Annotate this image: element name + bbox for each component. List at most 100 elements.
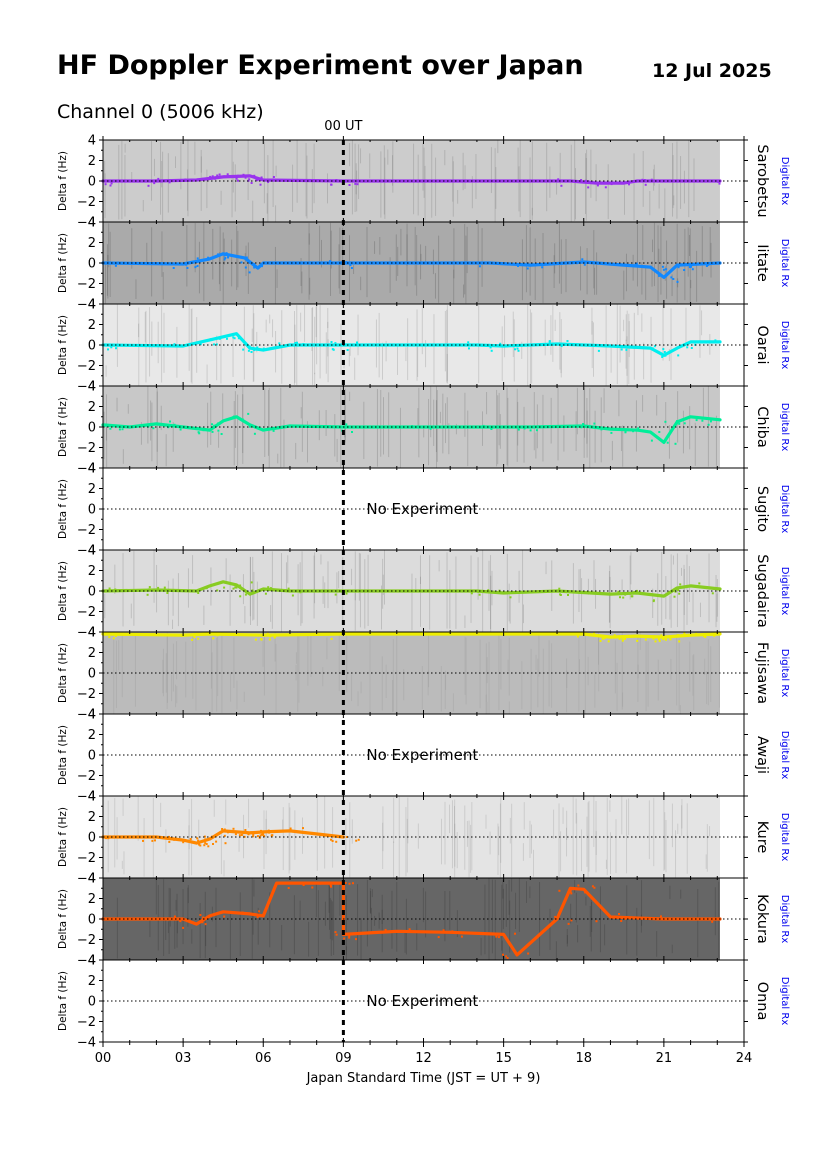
y-axis-label: Delta f (Hz) [57,479,69,539]
doppler-point [207,845,210,848]
doppler-point [582,423,585,425]
doppler-point [632,430,635,433]
doppler-point [541,266,544,269]
doppler-point [202,429,205,432]
doppler-point [296,341,298,344]
doppler-point [236,175,239,178]
doppler-point [240,261,243,264]
doppler-point [352,882,354,885]
doppler-point [256,835,259,838]
doppler-point [223,586,226,589]
doppler-point [595,920,598,923]
doppler-point [182,926,185,929]
doppler-point [610,183,613,186]
doppler-point [204,923,207,926]
doppler-point [253,263,256,265]
doppler-point [623,636,625,639]
receiver-label: Digital Rx [779,403,790,452]
doppler-point [201,587,204,590]
doppler-point [244,257,247,260]
doppler-point [268,638,271,641]
doppler-point [633,591,636,593]
doppler-point [193,636,196,639]
doppler-point [205,586,208,589]
doppler-point [247,412,250,415]
doppler-point [624,637,626,640]
doppler-point [535,429,538,432]
doppler-point [506,957,509,959]
doppler-point [673,595,676,598]
doppler-point [262,833,265,835]
spectrogram-noise [103,386,717,468]
doppler-point [593,886,596,889]
doppler-point [395,930,398,933]
doppler-point [253,349,256,352]
doppler-point [269,635,272,638]
doppler-point [460,935,463,938]
y-axis-label: Delta f (Hz) [57,889,69,949]
doppler-point [260,829,262,832]
doppler-point [203,835,206,838]
doppler-point [304,589,307,592]
doppler-point [227,831,229,834]
doppler-point [567,594,569,596]
doppler-point [334,931,337,934]
doppler-point [173,343,176,346]
doppler-point [242,173,245,176]
doppler-point [199,343,202,346]
y-tick-label: 4 [88,954,96,969]
receiver-label: Digital Rx [779,731,790,780]
doppler-point [250,182,253,184]
doppler-point [527,952,530,955]
doppler-point [223,175,226,178]
doppler-point [157,177,160,180]
doppler-point [330,838,332,841]
doppler-point [204,842,207,845]
y-tick-label: 0 [88,585,96,600]
doppler-point [203,844,206,847]
y-tick-label: 2 [88,400,96,415]
doppler-point [604,186,607,189]
y-tick-label: 2 [88,728,96,743]
doppler-point [487,589,490,592]
doppler-point [611,916,614,919]
doppler-point [252,634,255,637]
doppler-point [180,634,183,637]
doppler-point [260,833,263,836]
doppler-point [643,265,646,268]
doppler-point [470,592,473,595]
station-name-sugadaira: Sugadaira [754,554,770,627]
doppler-point [114,264,117,267]
doppler-point [636,639,639,642]
doppler-point [237,337,240,340]
y-tick-label: −4 [77,380,96,395]
doppler-point [224,581,227,584]
doppler-point [505,955,508,958]
doppler-point [529,429,532,432]
doppler-point [662,348,665,351]
y-tick-label: 0 [88,503,96,518]
y-axis-label: Delta f (Hz) [57,315,69,375]
doppler-point [115,347,117,350]
doppler-point [488,343,490,346]
doppler-point [238,834,241,837]
doppler-point [111,632,114,635]
doppler-point [258,910,261,913]
doppler-point [259,834,262,837]
doppler-point [641,178,644,181]
doppler-point [514,348,516,351]
doppler-point [673,917,676,920]
doppler-point [259,183,262,186]
doppler-point [148,586,151,589]
doppler-point [714,339,717,342]
y-tick-label: 4 [88,134,96,149]
doppler-point [644,638,647,641]
doppler-point [216,589,219,592]
doppler-point [299,591,302,594]
y-tick-label: 4 [88,708,96,723]
doppler-point [148,588,151,591]
doppler-point [478,593,481,596]
doppler-point [345,423,348,426]
y-tick-label: −2 [77,933,96,948]
station-name-fujisawa: Fujisawa [754,642,770,704]
